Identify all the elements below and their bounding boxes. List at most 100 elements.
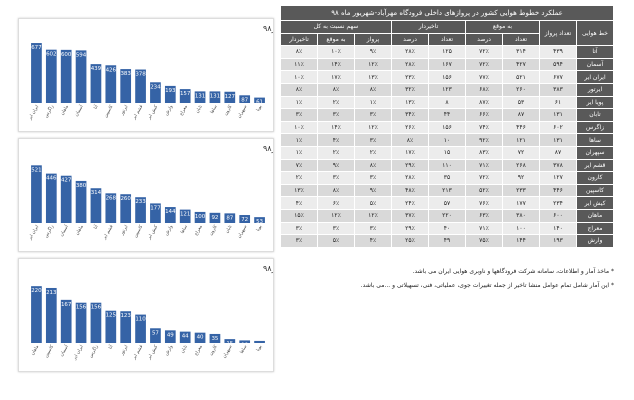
table-cell: ۴۸٪	[391, 183, 429, 198]
airline-cell: ایران ایر	[576, 70, 614, 84]
x-tick-label: کیش ایر	[146, 343, 160, 361]
x-tick-label: ایران ایر	[27, 105, 40, 122]
bar	[31, 286, 42, 343]
x-tick-label: کیش ایر	[146, 223, 160, 241]
table-row: کاسپین ۴۴۶ ۲۳۳ ۵۲٪ ۲۱۳ ۴۸٪ ۹٪ ۸٪ ۱۳٪	[280, 183, 614, 198]
table-cell: ۱۰٪	[280, 120, 318, 135]
x-tick-label: پویا	[256, 344, 264, 353]
bar	[135, 314, 146, 343]
table-cell: ۳٪	[280, 234, 318, 248]
table-title: عملکرد خطوط هوایی کشور در پروازهای داخلی…	[280, 5, 614, 21]
group-header: سهم نسبت به کل	[280, 20, 392, 34]
table-row: پویا ایر ۶۱ ۵۳ ۸۷٪ ۸ ۱۳٪ ۱٪ ۲٪ ۱٪	[280, 95, 614, 110]
bar	[239, 340, 251, 343]
value-label: 446	[46, 176, 57, 182]
table-cell: ۶۸٪	[465, 82, 503, 97]
table-cell: ۲۶۰	[502, 82, 540, 97]
table-cell: ۲۹٪	[391, 221, 429, 236]
x-tick-label: ساها	[210, 104, 219, 114]
table-cell: ۸۷	[539, 145, 577, 160]
table-row: ایرتور ۳۸۳ ۲۶۰ ۶۸٪ ۱۲۳ ۳۲٪ ۸٪ ۸٪ ۸٪	[280, 82, 614, 97]
table-row: آسمان ۵۹۴ ۴۲۷ ۷۲٪ ۱۶۷ ۲۸٪ ۱۲٪ ۱۴٪ ۱۱٪	[280, 57, 614, 72]
x-tick-label: پویا	[256, 104, 264, 113]
x-tick-label: وارش	[164, 225, 174, 237]
bar	[90, 302, 102, 343]
airline-cell: آتا	[576, 45, 614, 59]
table-cell: ۲۴٪	[391, 196, 429, 210]
table-cell: ۶٪	[317, 196, 355, 210]
bar	[31, 165, 42, 223]
table-cell: ۶۰۲	[539, 120, 577, 135]
table-row: قشم ایر ۳۷۸ ۲۶۸ ۷۱٪ ۱۱۰ ۲۹٪ ۸٪ ۹٪ ۷٪	[280, 158, 614, 173]
value-label: 233	[135, 199, 146, 205]
x-tick-label: ماهان	[30, 344, 40, 356]
x-tick-label: آتا	[93, 223, 101, 230]
table-cell: ۶۱	[539, 95, 577, 110]
table-cell: ۲۳۴	[539, 196, 577, 210]
table-cell: ۷۲٪	[465, 171, 503, 185]
table-cell: ۱۲۷	[539, 171, 577, 185]
x-tick-label: ماهان	[75, 224, 85, 236]
table-cell: ۲۵٪	[391, 234, 429, 248]
table-cell: ۴۴	[428, 108, 466, 122]
value-label: 677	[31, 45, 42, 51]
table-cell: ۱۰۰	[502, 221, 540, 236]
table-cell: ۶۶٪	[465, 108, 503, 122]
group-header: تاخیردار	[391, 20, 466, 34]
bar	[164, 330, 176, 343]
bar	[135, 69, 146, 103]
value-label: 156	[76, 305, 87, 311]
airline-cell: سپهران	[576, 145, 614, 160]
table-cell: ۲٪	[317, 145, 355, 160]
value-label: 234	[150, 84, 161, 90]
x-tick-label: تابان	[195, 104, 204, 115]
airline-cell: کیش ایر	[576, 196, 614, 210]
table-cell: ۱۰٪	[280, 70, 318, 84]
table-cell: ۱۳٪	[280, 183, 318, 198]
x-tick-label: سپهران	[222, 344, 234, 359]
table-cell: ۱۷۷	[502, 196, 540, 210]
value-label: 521	[31, 167, 42, 173]
airline-cell: آسمان	[576, 57, 614, 72]
value-label: 110	[135, 317, 146, 323]
bar	[105, 65, 117, 103]
bar	[120, 311, 132, 343]
table-cell: ۲۸٪	[391, 171, 429, 185]
bar	[194, 211, 206, 223]
table-cell: ۱٪	[280, 145, 318, 160]
value-label: 100	[195, 214, 206, 220]
table-cell: ۱۵٪	[280, 208, 318, 223]
table-cell: ۳۲٪	[391, 82, 429, 97]
group-header: خط هوایی	[576, 19, 614, 47]
bar	[179, 209, 191, 223]
chart: تعداد پروازهای به موقع فرودگاه مهرآباد-ش…	[27, 143, 429, 242]
value-label: 260	[120, 196, 131, 202]
x-tick-label: آسمان	[59, 343, 71, 357]
value-label: 177	[150, 205, 161, 211]
table-cell: ۳٪	[317, 221, 355, 236]
table-cell: ۸٪	[354, 82, 392, 97]
bar	[194, 91, 206, 103]
table-cell: ۸۳٪	[465, 145, 503, 160]
table-cell: ۲٪	[280, 171, 318, 185]
bar	[90, 188, 102, 223]
value-label: 268	[106, 195, 117, 201]
value-label: 439	[91, 66, 102, 72]
bar	[31, 43, 42, 103]
table-cell: ۱٪	[354, 95, 392, 110]
table-cell: ۵۲٪	[465, 183, 503, 198]
header-row: عملکرد خطوط هوایی کشور در پروازهای داخلی…	[280, 5, 614, 21]
value-label: 380	[76, 183, 87, 189]
table-row: زاگرس ۶۰۲ ۴۴۶ ۷۴٪ ۱۵۶ ۲۶٪ ۱۲٪ ۱۴٪ ۱۰٪	[280, 120, 614, 135]
sub-header: تاخیردار	[280, 32, 318, 47]
value-label: 57	[152, 330, 159, 336]
chart-panel: تعداد پروازهای به موقع فرودگاه مهرآباد-ش…	[18, 138, 430, 252]
table-cell: ۱٪	[280, 95, 318, 110]
airline-cell: کاسپین	[576, 183, 614, 198]
table-cell: ۱۵۶	[428, 120, 466, 135]
table-cell: ۷۲٪	[465, 45, 503, 59]
value-label: 72	[241, 217, 248, 223]
x-tick-label: کاسپین	[103, 103, 115, 118]
bar	[105, 193, 117, 223]
value-label: 600	[61, 52, 72, 58]
